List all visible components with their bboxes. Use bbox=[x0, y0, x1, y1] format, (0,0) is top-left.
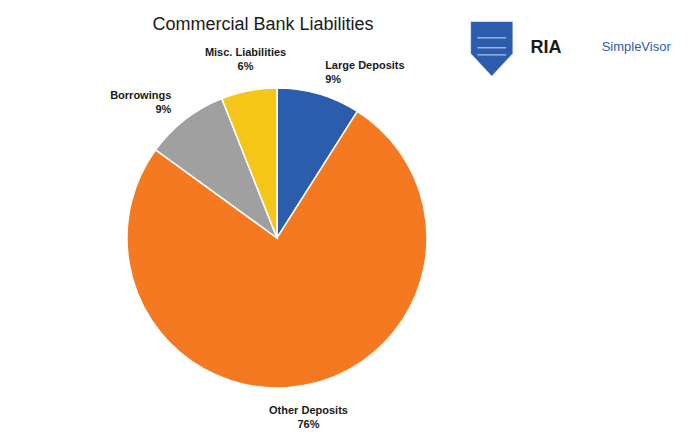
slice-value-label: 9% bbox=[155, 103, 171, 115]
pie-slice bbox=[222, 88, 277, 238]
slice-label: Misc. Liabilities 6% bbox=[205, 46, 286, 72]
logo-icon-line bbox=[477, 47, 506, 48]
slice-label: Borrowings 9% bbox=[110, 89, 171, 115]
slice-label: Other Deposits 76% bbox=[269, 404, 348, 430]
pie bbox=[127, 88, 427, 388]
slice-label: Large Deposits 9% bbox=[325, 59, 404, 85]
logo-text: SimpleVisor bbox=[602, 39, 672, 54]
logo-icon-line bbox=[477, 37, 506, 38]
title: Commercial Bank Liabilities bbox=[152, 14, 373, 34]
logo: RIA SimpleVisor bbox=[471, 22, 672, 77]
slice-category: Other Deposits bbox=[269, 404, 348, 416]
slice-category: Borrowings bbox=[110, 89, 171, 101]
slice-value-label: 9% bbox=[325, 73, 341, 85]
chart: Commercial Bank Liabilities Large Deposit… bbox=[0, 0, 693, 447]
slice-category: Misc. Liabilities bbox=[205, 46, 286, 58]
logo-icon bbox=[471, 22, 513, 77]
slice-value-label: 76% bbox=[297, 418, 319, 430]
slice-value-label: 6% bbox=[238, 60, 254, 72]
slice-category: Large Deposits bbox=[325, 59, 404, 71]
slice-labels: Large Deposits 9% Other Deposits 76% Borrowi… bbox=[110, 46, 404, 430]
logo-text: RIA bbox=[531, 37, 562, 57]
logo-icon-line bbox=[477, 54, 506, 55]
